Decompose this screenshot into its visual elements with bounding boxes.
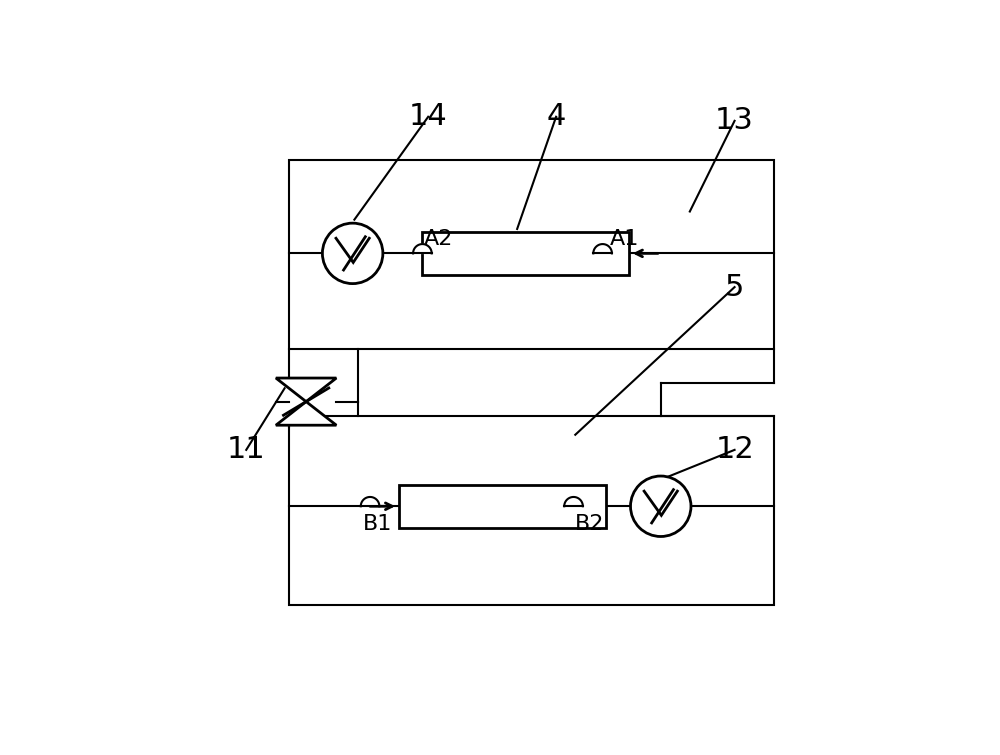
- Text: B1: B1: [363, 513, 392, 534]
- Text: A2: A2: [424, 229, 454, 249]
- Text: A1: A1: [610, 229, 640, 249]
- Text: 5: 5: [725, 273, 744, 301]
- Bar: [399, 485, 606, 528]
- Polygon shape: [276, 402, 336, 425]
- Polygon shape: [361, 497, 379, 507]
- Polygon shape: [593, 244, 612, 254]
- Text: 12: 12: [715, 436, 754, 464]
- Polygon shape: [564, 497, 583, 507]
- Bar: [289, 160, 774, 350]
- Text: 4: 4: [546, 102, 566, 131]
- Circle shape: [322, 223, 383, 284]
- Circle shape: [631, 476, 691, 537]
- Bar: [289, 416, 774, 605]
- Polygon shape: [413, 244, 432, 254]
- Text: 14: 14: [409, 102, 448, 131]
- Bar: [422, 232, 629, 275]
- Polygon shape: [276, 378, 336, 402]
- Text: 13: 13: [715, 106, 754, 135]
- Text: 11: 11: [227, 436, 266, 464]
- Text: B2: B2: [575, 513, 605, 534]
